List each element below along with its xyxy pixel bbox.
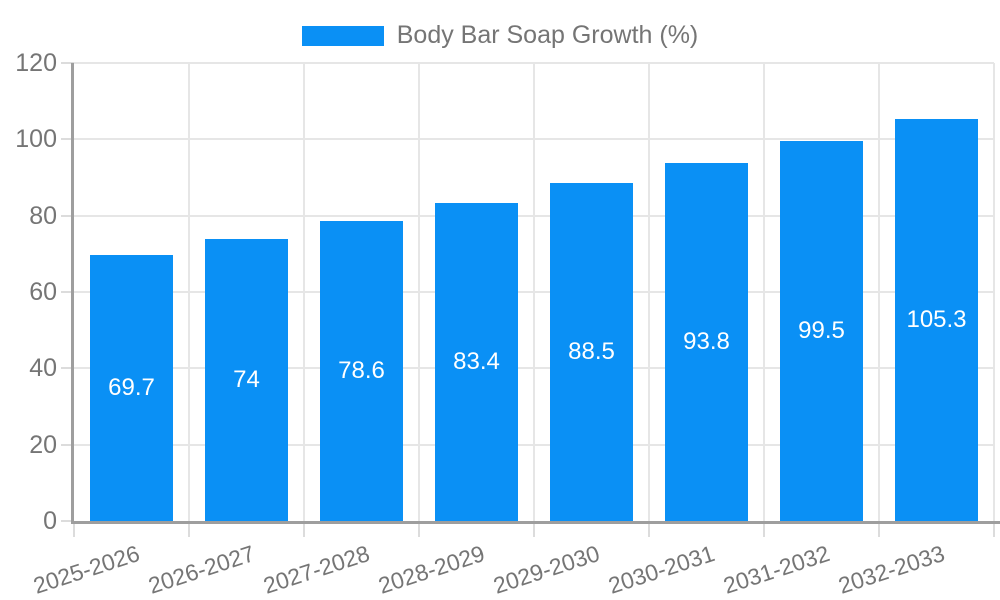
bar[interactable]	[780, 141, 863, 521]
y-tick-label: 80	[29, 201, 57, 230]
legend[interactable]: Body Bar Soap Growth (%)	[0, 21, 1000, 50]
y-tick-label: 120	[15, 49, 57, 77]
x-category-label: 2029-2030	[489, 540, 603, 599]
x-category-label: 2032-2033	[834, 540, 948, 599]
x-tick	[648, 521, 650, 537]
bar-value-label: 93.8	[683, 327, 730, 355]
bar[interactable]	[90, 254, 173, 521]
y-tick-label: 20	[29, 430, 57, 459]
x-category-label: 2031-2032	[719, 540, 833, 599]
bar[interactable]	[895, 119, 978, 521]
bar[interactable]	[320, 221, 403, 521]
y-tick	[61, 138, 74, 141]
x-gridline	[188, 63, 190, 521]
bar-value-label: 69.7	[108, 373, 155, 401]
x-tick	[993, 521, 995, 537]
bar-value-label: 74	[233, 365, 260, 393]
bar[interactable]	[665, 162, 748, 521]
x-tick	[188, 521, 190, 537]
x-gridline	[993, 63, 995, 521]
legend-label: Body Bar Soap Growth (%)	[396, 21, 699, 49]
bar-value-label: 99.5	[798, 317, 845, 345]
y-tick	[61, 62, 74, 64]
bar-value-label: 83.4	[453, 347, 500, 375]
y-tick	[61, 443, 74, 446]
y-axis-line	[71, 63, 74, 524]
bar-value-label: 78.6	[338, 357, 385, 384]
x-gridline	[303, 63, 305, 521]
x-axis-line	[71, 521, 1000, 524]
x-category-label: 2030-2031	[604, 540, 718, 599]
y-tick-label: 60	[29, 278, 57, 306]
legend-swatch	[301, 25, 384, 46]
y-tick	[61, 520, 74, 522]
x-tick	[418, 521, 420, 537]
x-category-label: 2027-2028	[259, 540, 373, 599]
bar-value-label: 88.5	[568, 338, 615, 366]
x-gridline	[763, 63, 765, 521]
bar-value-label: 105.3	[906, 306, 967, 334]
y-tick-label: 0	[43, 507, 57, 535]
x-tick	[303, 521, 305, 537]
x-category-label: 2025-2026	[29, 540, 143, 599]
bar[interactable]	[550, 183, 633, 521]
y-tick-label: 40	[29, 354, 57, 383]
x-tick	[533, 521, 535, 537]
x-gridline	[418, 63, 420, 521]
x-tick	[73, 521, 75, 537]
x-gridline	[533, 63, 535, 521]
x-category-label: 2028-2029	[374, 540, 488, 599]
y-tick	[61, 291, 74, 293]
bar[interactable]	[435, 202, 518, 521]
x-category-label: 2026-2027	[144, 540, 258, 599]
bar[interactable]	[205, 238, 288, 521]
x-tick	[878, 521, 880, 537]
y-tick	[61, 214, 74, 217]
y-tick-label: 100	[15, 125, 57, 154]
x-gridline	[878, 63, 880, 521]
x-tick	[763, 521, 765, 537]
y-tick	[61, 367, 74, 370]
x-gridline	[648, 63, 650, 521]
